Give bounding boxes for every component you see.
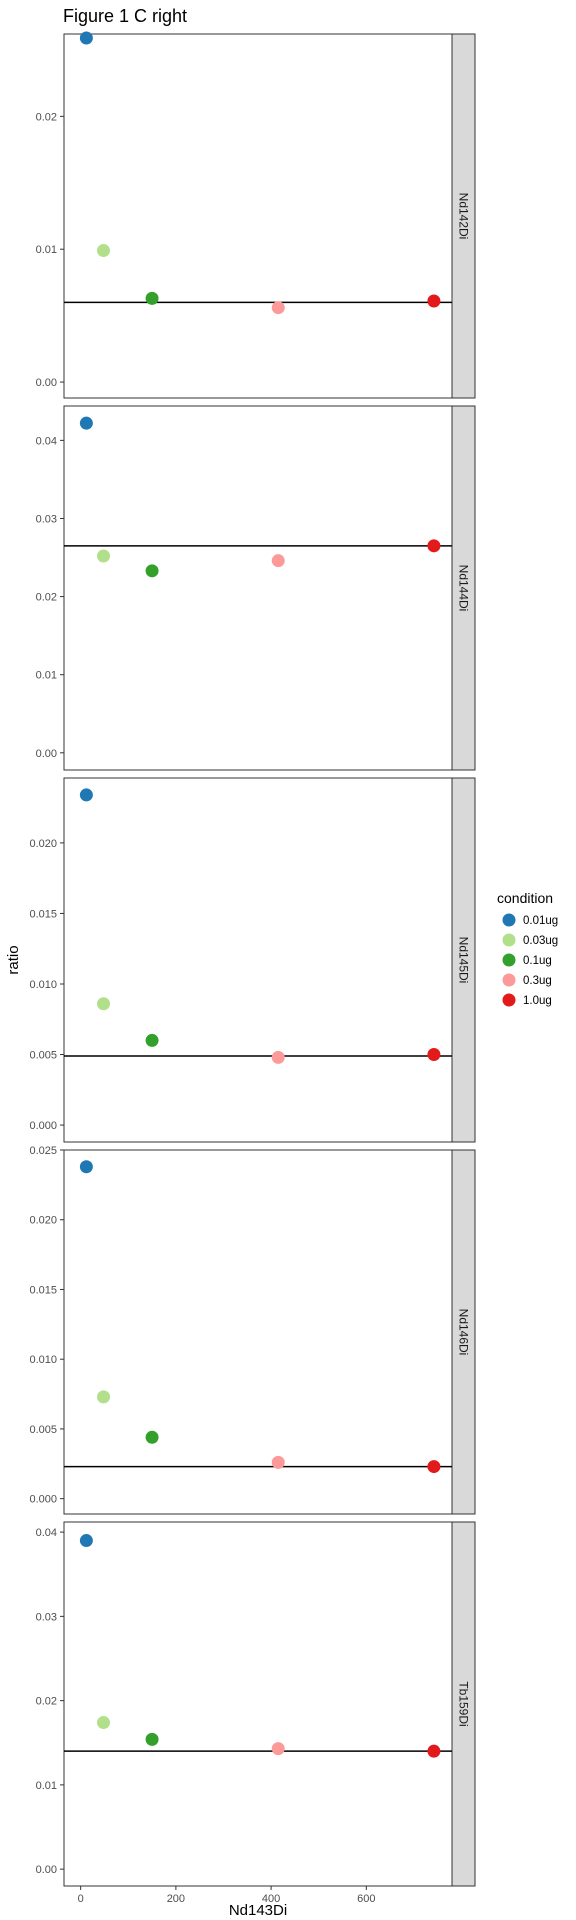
y-tick-label: 0.03 — [36, 1611, 57, 1623]
panel-frame — [63, 777, 453, 1143]
y-tick-label: 0.000 — [29, 1494, 57, 1506]
data-point-0-3ug — [271, 554, 285, 568]
legend-key — [502, 973, 516, 987]
legend-label: 0.01ug — [523, 915, 558, 927]
y-tick-label: 0.020 — [29, 838, 57, 850]
legend-key — [502, 933, 516, 947]
y-tick-label: 0.000 — [29, 1120, 57, 1132]
data-point-0-1ug — [145, 1033, 159, 1047]
y-tick-label: 0.02 — [36, 592, 57, 604]
y-tick-label: 0.005 — [29, 1050, 57, 1062]
legend: condition 0.01ug 0.03ug 0.1ug 0.3ug 1.0ug — [497, 890, 558, 1007]
data-point-0-1ug — [145, 1430, 159, 1444]
legend-key — [502, 913, 516, 927]
facet-panels: Nd142Di 0.00 0.01 0.02 Nd144Di 0.00 0.01 0.02 0.… — [29, 31, 476, 1905]
x-tick-label: 200 — [167, 1893, 185, 1905]
x-tick-label: 600 — [357, 1893, 375, 1905]
legend-item: 1.0ug — [502, 993, 552, 1007]
x-tick-label: 0 — [78, 1893, 84, 1905]
data-point-0-1ug — [145, 1732, 159, 1746]
legend-item: 0.1ug — [502, 953, 552, 967]
y-tick-label: 0.03 — [36, 513, 57, 525]
y-tick-label: 0.04 — [36, 1527, 57, 1539]
legend-label: 0.3ug — [523, 975, 552, 987]
data-point-0-01ug — [79, 1160, 93, 1174]
data-point-0-03ug — [97, 997, 111, 1011]
y-tick-label: 0.01 — [36, 244, 57, 256]
legend-item: 0.03ug — [502, 933, 558, 947]
chart-title: Figure 1 C right — [63, 6, 187, 26]
panel-frame — [63, 405, 453, 771]
data-point-1-0ug — [427, 1744, 441, 1758]
data-point-0-03ug — [97, 1390, 111, 1404]
y-tick-label: 0.01 — [36, 1780, 57, 1792]
data-point-0-01ug — [79, 31, 93, 45]
data-point-0-03ug — [97, 244, 111, 258]
legend-key — [502, 993, 516, 1007]
data-point-0-01ug — [79, 416, 93, 430]
y-axis-title: ratio — [5, 945, 22, 974]
y-tick-label: 0.02 — [36, 1696, 57, 1708]
data-point-0-01ug — [79, 788, 93, 802]
data-point-0-01ug — [79, 1534, 93, 1548]
legend-item: 0.01ug — [502, 913, 558, 927]
y-tick-label: 0.02 — [36, 111, 57, 123]
data-point-0-3ug — [271, 1742, 285, 1756]
y-tick-label: 0.00 — [36, 377, 57, 389]
legend-title: condition — [497, 890, 553, 906]
y-tick-label: 0.010 — [29, 1354, 57, 1366]
facet-strip — [451, 1149, 476, 1515]
y-tick-label: 0.025 — [29, 1145, 57, 1157]
y-tick-label: 0.010 — [29, 979, 57, 991]
data-point-1-0ug — [427, 1048, 441, 1062]
x-axis-title: Nd143Di — [229, 1902, 287, 1919]
data-point-1-0ug — [427, 1460, 441, 1474]
y-tick-label: 0.01 — [36, 670, 57, 682]
facet-strip-label: Nd144Di — [457, 565, 471, 612]
legend-label: 0.1ug — [523, 955, 552, 967]
legend-item: 0.3ug — [502, 973, 552, 987]
data-point-0-3ug — [271, 301, 285, 315]
facet-panel-nd146di: Nd146Di 0.000 0.005 0.010 0.015 0.020 0.025 — [29, 1145, 476, 1515]
facet-strip-label: Nd142Di — [457, 193, 471, 240]
panel-frame — [63, 1521, 453, 1887]
facet-panel-tb159di: Tb159Di 0.00 0.01 0.02 0.03 0.04 0 200 400 600 — [36, 1521, 476, 1905]
data-point-1-0ug — [427, 294, 441, 308]
y-tick-label: 0.00 — [36, 748, 57, 760]
y-tick-label: 0.005 — [29, 1424, 57, 1436]
facet-strip-label: Tb159Di — [457, 1681, 471, 1726]
panel-frame — [63, 1149, 453, 1515]
data-point-0-1ug — [145, 291, 159, 305]
facet-strip-label: Nd145Di — [457, 937, 471, 984]
y-tick-label: 0.015 — [29, 1284, 57, 1296]
facet-panel-nd144di: Nd144Di 0.00 0.01 0.02 0.03 0.04 — [36, 405, 476, 771]
y-tick-label: 0.04 — [36, 435, 57, 447]
facet-strip — [451, 405, 476, 771]
data-point-0-1ug — [145, 564, 159, 578]
facet-strip — [451, 777, 476, 1143]
y-tick-label: 0.015 — [29, 908, 57, 920]
panel-frame — [63, 33, 453, 399]
facet-panel-nd142di: Nd142Di 0.00 0.01 0.02 — [36, 31, 476, 399]
legend-label: 1.0ug — [523, 995, 552, 1007]
facet-strip-label: Nd146Di — [457, 1309, 471, 1356]
facet-strip — [451, 1521, 476, 1887]
data-point-0-03ug — [97, 1716, 111, 1730]
legend-key — [502, 953, 516, 967]
legend-label: 0.03ug — [523, 935, 558, 947]
facet-strip — [451, 33, 476, 399]
y-tick-label: 0.020 — [29, 1215, 57, 1227]
data-point-0-3ug — [271, 1050, 285, 1064]
data-point-0-03ug — [97, 549, 111, 563]
facet-panel-nd145di: Nd145Di 0.000 0.005 0.010 0.015 0.020 — [29, 777, 476, 1143]
data-point-0-3ug — [271, 1455, 285, 1469]
data-point-1-0ug — [427, 539, 441, 553]
y-tick-label: 0.00 — [36, 1864, 57, 1876]
x-tick-label: 400 — [262, 1893, 280, 1905]
